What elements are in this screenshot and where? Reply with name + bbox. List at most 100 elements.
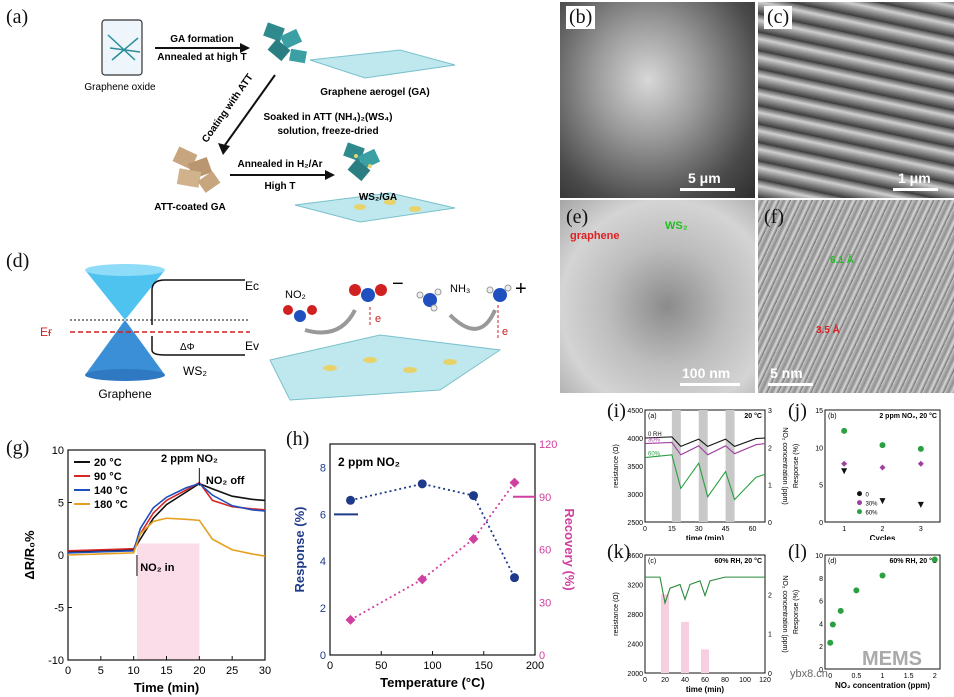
y-tick-label: 4000 [627,436,643,443]
y2-axis-label: NO₂ concentration (ppm) [781,575,788,652]
panel-label-c: (c) [764,6,793,29]
chart-k: 0 20 40 60 80 100 12020002400280032003600time … [613,553,788,694]
series-line [67,482,266,554]
panel-label-i: (i) [607,400,626,422]
x-axis-label: Cycles [870,534,896,540]
y-axis-label: Response (%) [793,590,800,634]
y2-tick-label: 90 [539,492,551,504]
y-tick-label: 5 [58,498,64,510]
annotation-off: NO₂ off [206,475,245,487]
x-tick-label: 150 [475,660,493,672]
svg-text:Eᴄ: Eᴄ [245,279,259,293]
conc-bar [661,594,669,673]
series-line [644,454,766,501]
x-axis-label: Temperature (°C) [380,675,485,690]
series-line [645,576,765,606]
x-axis-label: time (min) [686,685,725,694]
y2-tick-label: 120 [539,439,557,451]
series-line [350,482,516,579]
panel-label-k: (k) [607,541,631,563]
y-tick-label: 10 [52,445,64,457]
plot-frame [824,409,941,523]
y-tick-label: 3600 [627,553,643,560]
sublabel: (d) [828,558,837,565]
watermark: MEMS [862,648,922,670]
x-tick-label: 5 [98,665,104,677]
sem-image-b: 5 μm [560,2,755,198]
chart-title: 20 °C [744,412,762,420]
nh3-molecule-icon [416,288,442,312]
x-axis-label: Time (min) [134,680,200,695]
y-tick-label: 3200 [627,583,643,590]
legend-label: 180 °C [94,499,128,511]
y-axis-label: resistance (Ω) [613,444,620,488]
panel-label-d: (d) [6,250,30,272]
series-line [67,482,266,553]
sublabel: (c) [648,558,656,565]
exposure-window [725,410,735,522]
y-tick-label: 8 [819,576,823,583]
x-tick-label: 15 [668,526,676,533]
series-line [350,482,516,621]
ws2-graphene-sheet-icon [269,334,502,401]
annotation-on: NO₂ in [140,562,175,574]
panel-label-b: (b) [566,6,596,29]
svg-text:Soaked in ATT (NH₄)₂(WS₄): Soaked in ATT (NH₄)₂(WS₄) [264,112,393,123]
svg-text:WS₂/GA: WS₂/GA [359,192,397,203]
y2-tick-label: 1 [768,483,772,490]
tem-image-e: graphene WS₂ 100 nm [560,200,755,393]
chart-title: 60% RH, 20 °C [889,557,937,565]
data-point [917,445,924,452]
legend-label: 90 °C [94,471,122,483]
svg-text:NH₃: NH₃ [450,283,470,295]
data-point [917,501,924,508]
svg-text:Eғ: Eғ [40,325,53,339]
y2-tick-label: 0 [768,520,772,527]
series-line [644,441,766,456]
y2-tick-label: 30 [539,597,551,609]
x-tick-label: 40 [681,677,689,684]
panel-label-f: (f) [764,206,784,228]
y-tick-label: 10 [815,445,823,452]
y-tick-label: 0 [58,550,64,562]
graphene-sheet-icon [309,49,456,79]
svg-text:GA formation: GA formation [170,34,234,45]
y-tick-label: 4500 [627,408,643,415]
panel-label-l: (l) [788,541,807,563]
chart-l: 0 0.5 1 1.5 2 0 2 4 6 8 10 NO₂ concentration (ppm) R… [793,553,941,690]
ws2-ga-sheet-icon [294,192,456,223]
y-axis-label: Response (%) [292,507,307,593]
x-tick-label: 100 [423,660,441,672]
exposure-shade [136,543,200,660]
x-tick-label: 60 [701,677,709,684]
schematic-a: Graphene oxide GA formation Annealed at … [84,19,456,223]
series-line [644,436,766,448]
x-tick-label: 30 [695,526,703,533]
ws2-ga-cluster-icon [343,142,381,182]
y-tick-label: 2500 [627,520,643,527]
y2-tick-label: 0 [539,650,545,662]
svg-text:solution, freeze-dried: solution, freeze-dried [277,126,378,137]
att-coated-ga-icon [172,146,221,193]
y-tick-label: 0 [819,667,823,674]
chart-g: 0 5 10 15 20 25 30 -10 -5 0 5 10 Time (min) ΔR/R₀% 20 … [22,445,271,695]
data-point [879,442,886,449]
x-tick-label: 3 [919,526,923,533]
x-tick-label: 10 [128,665,140,677]
dirac-cone-icon [85,264,165,381]
y-tick-label: 15 [815,408,823,415]
data-point [510,573,519,583]
y-tick-label: 0 [819,520,823,527]
schematic-d: Eғ Graphene Eᴄ Eᴠ ΔΦ WS₂ NO₂ − e NH₃ + e [40,264,527,401]
no2-adsorbed-icon [349,284,387,302]
data-point [417,574,428,585]
data-point [829,621,836,628]
series-label: 60% [648,452,661,458]
legend-label: 20 °C [94,457,122,469]
annotation-title: 2 ppm NO₂ [161,453,218,465]
label-graphene-oxide: Graphene oxide [84,82,156,93]
y-axis-label: ΔR/R₀% [22,530,37,580]
x-tick-label: 0.5 [851,673,861,680]
data-point [841,460,848,467]
